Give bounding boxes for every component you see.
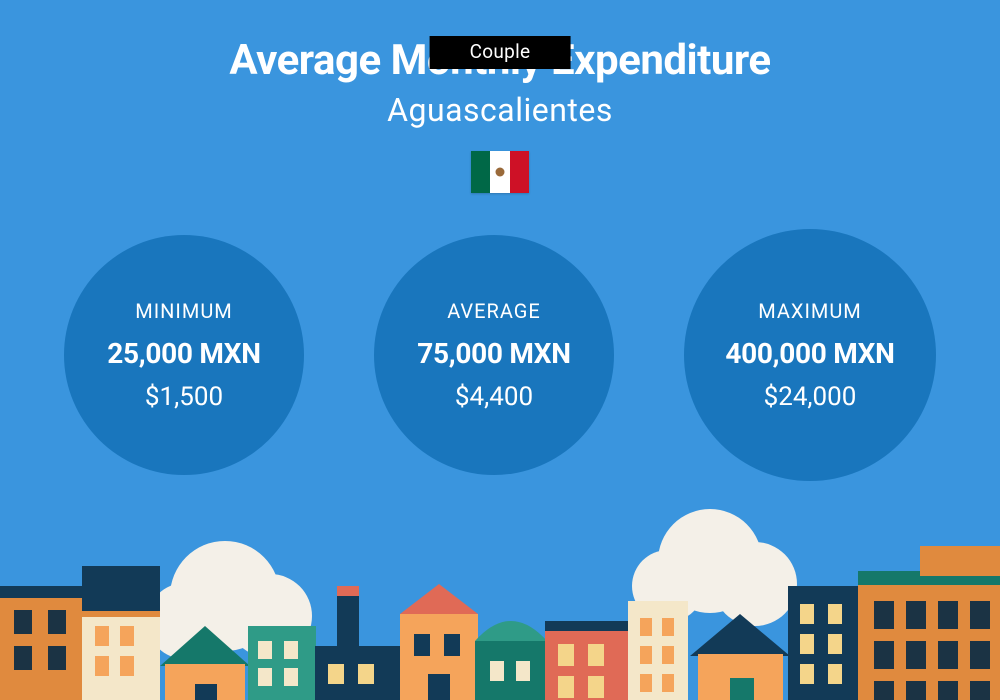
stat-value-usd: $1,500 bbox=[145, 382, 223, 412]
stat-label: MAXIMUM bbox=[758, 299, 862, 323]
stat-value-mxn: 75,000 MXN bbox=[417, 337, 570, 370]
stat-circle-average: AVERAGE 75,000 MXN $4,400 bbox=[374, 235, 614, 475]
stat-circle-minimum: MINIMUM 25,000 MXN $1,500 bbox=[64, 235, 304, 475]
stat-label: MINIMUM bbox=[135, 299, 233, 323]
category-badge: Couple bbox=[430, 36, 571, 69]
flag-stripe-green bbox=[471, 151, 490, 193]
stat-circle-maximum: MAXIMUM 400,000 MXN $24,000 bbox=[684, 229, 936, 481]
flag-stripe-red bbox=[510, 151, 529, 193]
stat-value-mxn: 400,000 MXN bbox=[725, 337, 894, 370]
stats-row: MINIMUM 25,000 MXN $1,500 AVERAGE 75,000… bbox=[0, 235, 1000, 481]
page-subtitle: Aguascalientes bbox=[0, 91, 1000, 129]
mexico-flag-icon bbox=[471, 151, 529, 193]
category-badge-label: Couple bbox=[470, 40, 531, 63]
stat-value-mxn: 25,000 MXN bbox=[107, 337, 260, 370]
stat-value-usd: $24,000 bbox=[764, 382, 857, 412]
flag-stripe-white bbox=[490, 151, 509, 193]
cityscape-illustration bbox=[0, 506, 1000, 700]
stat-label: AVERAGE bbox=[447, 299, 541, 323]
stat-value-usd: $4,400 bbox=[455, 382, 533, 412]
